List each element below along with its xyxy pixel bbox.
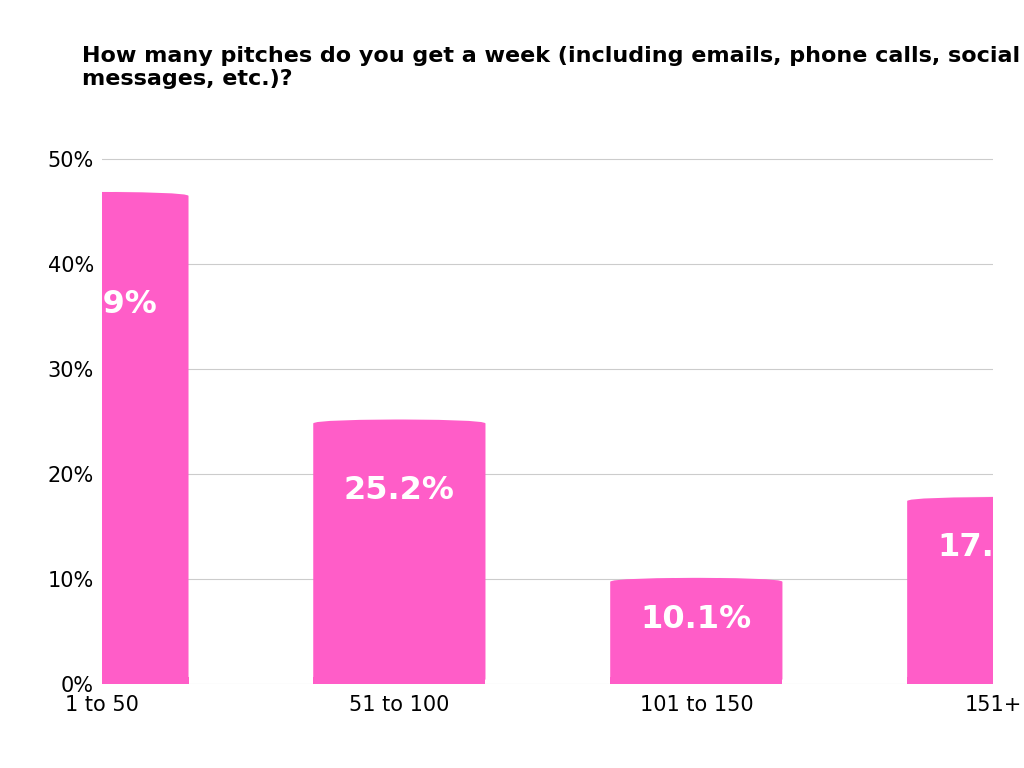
FancyBboxPatch shape bbox=[313, 419, 485, 684]
Bar bbox=[16, 677, 188, 684]
Bar bbox=[313, 677, 485, 684]
FancyBboxPatch shape bbox=[907, 497, 1024, 684]
Text: How many pitches do you get a week (including emails, phone calls, social media
: How many pitches do you get a week (incl… bbox=[82, 46, 1024, 89]
FancyBboxPatch shape bbox=[610, 578, 782, 684]
Text: 17.8%: 17.8% bbox=[938, 531, 1024, 563]
Text: 46.9%: 46.9% bbox=[47, 290, 158, 320]
Text: 10.1%: 10.1% bbox=[641, 604, 752, 635]
FancyBboxPatch shape bbox=[16, 192, 188, 684]
Bar bbox=[610, 677, 782, 684]
Bar bbox=[907, 677, 1024, 684]
Text: 25.2%: 25.2% bbox=[344, 475, 455, 506]
